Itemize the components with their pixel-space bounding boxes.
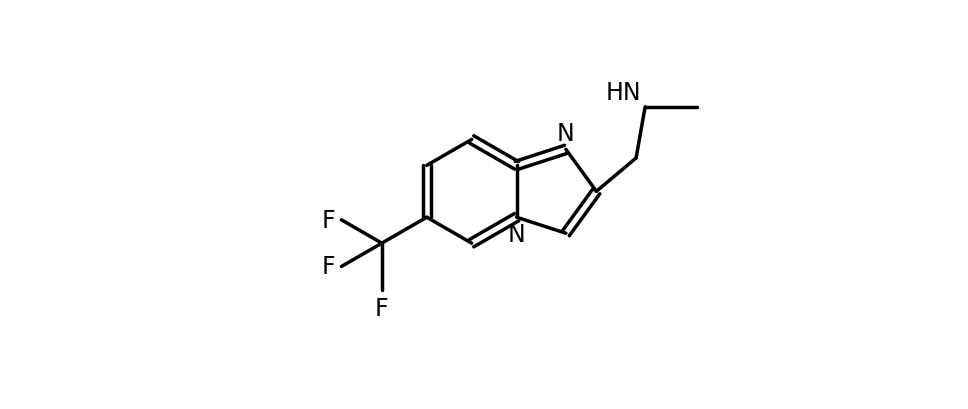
- Text: F: F: [321, 255, 335, 279]
- Text: HN: HN: [606, 81, 641, 105]
- Text: N: N: [557, 121, 575, 145]
- Text: N: N: [507, 222, 526, 246]
- Text: F: F: [375, 296, 388, 320]
- Text: F: F: [321, 208, 335, 232]
